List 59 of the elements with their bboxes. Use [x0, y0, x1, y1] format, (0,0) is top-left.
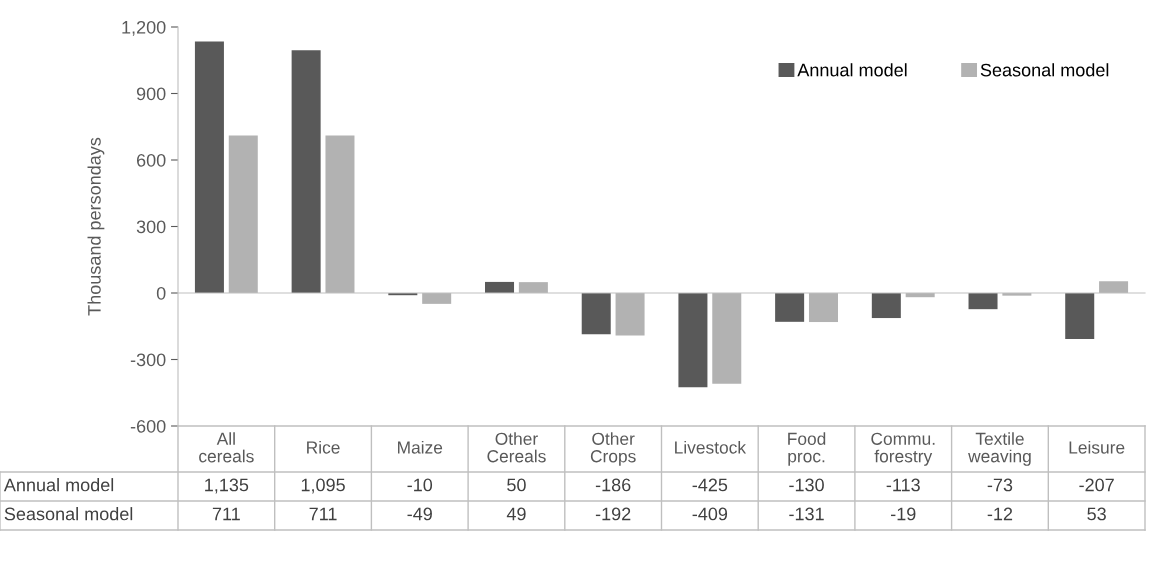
x-tick-label: All cereals [199, 432, 254, 463]
data-label: 711 [212, 507, 240, 521]
bar [581, 293, 611, 335]
data-label: 53 [1087, 507, 1106, 521]
x-tick-label: Livestock [675, 440, 747, 454]
x-tick-label: Food proc. [788, 432, 826, 466]
x-tick-label: Maize [398, 440, 443, 454]
y-axis-title: Thousand persondays [87, 137, 105, 316]
bar [422, 293, 452, 304]
bar [968, 293, 998, 310]
legend-label: Annual model [797, 63, 907, 77]
legend-label: Seasonal model [980, 63, 1109, 77]
bar [518, 282, 548, 293]
bar [325, 135, 355, 293]
bar [1065, 293, 1095, 339]
data-label: -131 [789, 507, 824, 521]
data-label: -192 [595, 507, 631, 521]
data-label: 1,135 [205, 478, 249, 494]
y-tick-label: 0 [156, 286, 166, 300]
bar [775, 293, 805, 322]
x-tick-label: Other Crops [590, 432, 636, 466]
bar [678, 293, 708, 388]
bar [194, 41, 224, 293]
y-tick-label: -300 [130, 353, 166, 367]
data-label: -113 [886, 478, 920, 492]
y-tick-label: 600 [136, 153, 166, 167]
x-tick-label: Leisure [1069, 440, 1125, 454]
data-label: 1,095 [301, 478, 345, 494]
text: Annual model [3, 478, 114, 492]
data-label: -130 [789, 478, 824, 492]
y-tick-label: 900 [136, 87, 166, 101]
y-tick-label: 300 [136, 220, 166, 234]
bar [808, 293, 838, 323]
y-tick-label: 1,200 [122, 20, 166, 36]
x-tick-label: Rice [307, 440, 340, 454]
data-label: 711 [309, 507, 337, 521]
data-label: -425 [692, 478, 728, 492]
data-label: -73 [987, 478, 1013, 492]
x-tick-label: Other Cereals [487, 432, 546, 463]
bar [291, 50, 321, 293]
data-label: -186 [595, 478, 631, 492]
x-tick-label: Textile weaving [968, 432, 1031, 466]
data-label: -409 [692, 507, 728, 521]
bar [1099, 281, 1129, 293]
data-label: -207 [1079, 478, 1114, 492]
data-label: -12 [987, 507, 1013, 521]
y-tick-label: -600 [130, 419, 166, 433]
text: Seasonal model [4, 507, 133, 521]
bar [712, 293, 742, 384]
x-tick-label: Commu. forestry [871, 432, 935, 466]
data-label: -10 [407, 478, 433, 492]
data-label: 49 [506, 507, 526, 521]
data-label: -49 [407, 507, 432, 521]
bar [871, 293, 901, 319]
data-label: -19 [891, 507, 916, 521]
bar [228, 135, 258, 293]
bar [485, 281, 515, 293]
data-label: 50 [507, 478, 526, 492]
bar [615, 293, 645, 336]
